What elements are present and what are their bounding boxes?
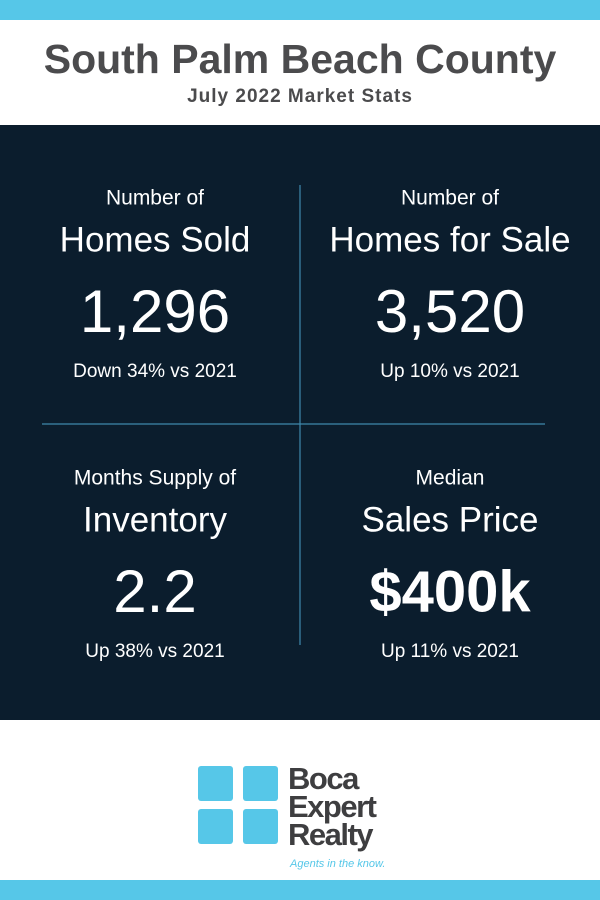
stat-cell: Median Sales Price $400k Up 11% vs 2021 <box>361 467 538 662</box>
stat-change: Up 10% vs 2021 <box>380 361 519 382</box>
stat-value: 1,296 <box>80 278 230 345</box>
stat-cell: Number of Homes for Sale 3,520 Up 10% vs 20… <box>329 187 570 382</box>
logo-mark <box>198 766 278 844</box>
stat-cell: Months Supply of Inventory 2.2 Up 38% vs 20… <box>74 467 236 662</box>
logo-square <box>198 809 233 844</box>
stat-change: Up 11% vs 2021 <box>381 641 519 662</box>
title: South Palm Beach County <box>44 36 557 82</box>
stat-value: 3,520 <box>375 278 525 345</box>
stat-label-top: Months Supply of <box>74 467 236 490</box>
stat-cell: Number of Homes Sold 1,296 Down 34% vs 2021 <box>60 187 251 382</box>
tagline: Agents in the know. <box>289 858 385 870</box>
stat-change: Up 38% vs 2021 <box>85 641 224 662</box>
stat-label-top: Number of <box>106 187 204 210</box>
subtitle: July 2022 Market Stats <box>187 86 413 107</box>
logo-word: Expert <box>288 789 377 824</box>
stat-label-main: Inventory <box>83 500 227 539</box>
stat-value: 2.2 <box>113 558 196 625</box>
logo-square <box>198 766 233 801</box>
logo-word: Realty <box>288 817 374 852</box>
stat-label-top: Number of <box>401 187 499 210</box>
stat-label-main: Sales Price <box>361 500 538 539</box>
stat-label-main: Homes for Sale <box>329 220 570 259</box>
stat-label-top: Median <box>416 467 485 490</box>
logo-word: Boca <box>288 761 360 796</box>
stat-label-main: Homes Sold <box>60 220 251 259</box>
top-bar <box>0 0 600 20</box>
bottom-bar <box>0 880 600 900</box>
stat-cells: Number of Homes Sold 1,296 Down 34% vs 2021… <box>60 187 571 662</box>
logo-square <box>243 766 278 801</box>
stat-change: Down 34% vs 2021 <box>73 361 237 382</box>
stat-value: $400k <box>369 559 531 624</box>
logo-square <box>243 809 278 844</box>
